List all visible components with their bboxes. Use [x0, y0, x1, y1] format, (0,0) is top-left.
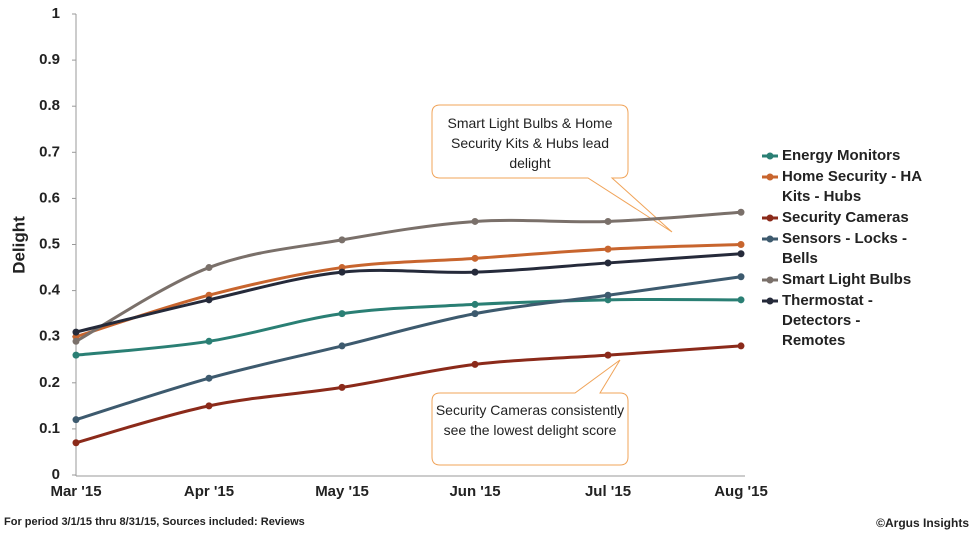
- data-point: [737, 250, 745, 258]
- legend-dot: [766, 276, 774, 284]
- legend-label: Home Security - HA Kits - Hubs: [782, 168, 922, 205]
- legend-item: Security Cameras: [762, 208, 922, 228]
- legend-dot: [766, 214, 774, 222]
- data-point: [604, 259, 612, 267]
- legend-label: Smart Light Bulbs: [782, 271, 912, 288]
- data-point: [471, 268, 479, 276]
- y-tick-label: 0.2: [39, 374, 60, 391]
- data-point: [72, 439, 80, 447]
- callout-box: [431, 104, 673, 233]
- x-tick-label: Mar '15: [50, 483, 101, 500]
- data-point: [72, 328, 80, 336]
- data-point: [737, 296, 745, 304]
- legend-label: Sensors - Locks - Bells: [782, 230, 908, 267]
- legend-label: Energy Monitors: [782, 147, 901, 164]
- data-point: [604, 245, 612, 253]
- data-point: [72, 337, 80, 345]
- data-point: [471, 300, 479, 308]
- y-tick-label: 0.9: [39, 51, 60, 68]
- series-line: [75, 252, 742, 334]
- legend-swatch: [762, 276, 778, 284]
- data-point: [205, 374, 213, 382]
- legend-swatch: [762, 214, 778, 222]
- y-tick-label: 1: [52, 5, 60, 22]
- data-point: [737, 342, 745, 350]
- y-tick-label: 0.8: [39, 97, 60, 114]
- series-line: [75, 275, 742, 422]
- legend-swatch: [762, 152, 778, 160]
- legend: Energy Monitors Home Security - HA Kits -…: [762, 146, 922, 352]
- x-tick-label: Aug '15: [714, 483, 768, 500]
- x-tick-label: Apr '15: [184, 483, 234, 500]
- legend-label: Thermostat - Detectors - Remotes: [782, 292, 873, 349]
- legend-swatch: [762, 297, 778, 305]
- data-point: [72, 416, 80, 424]
- legend-label: Security Cameras: [782, 209, 909, 226]
- data-point: [471, 254, 479, 262]
- y-tick-label: 0.1: [39, 420, 60, 437]
- data-point: [737, 208, 745, 216]
- data-point: [338, 342, 346, 350]
- series-line: [75, 297, 742, 357]
- data-point: [205, 337, 213, 345]
- y-tick-label: 0.6: [39, 189, 60, 206]
- footnote: For period 3/1/15 thru 8/31/15, Sources …: [4, 516, 305, 528]
- credit: ©Argus Insights: [876, 516, 969, 530]
- data-point: [338, 310, 346, 318]
- legend-swatch: [762, 235, 778, 243]
- legend-item: Thermostat - Detectors - Remotes: [762, 291, 922, 351]
- y-tick-label: 0.5: [39, 235, 60, 252]
- data-point: [737, 273, 745, 281]
- y-tick-label: 0.3: [39, 328, 60, 345]
- data-point: [338, 268, 346, 276]
- data-point: [205, 264, 213, 272]
- legend-dot: [766, 173, 774, 181]
- legend-dot: [766, 297, 774, 305]
- data-point: [737, 241, 745, 248]
- series-line: [75, 344, 742, 445]
- data-point: [338, 383, 346, 391]
- data-point: [338, 236, 346, 244]
- y-tick-label: 0.7: [39, 143, 60, 160]
- data-point: [604, 351, 612, 359]
- x-tick-label: Jun '15: [449, 483, 500, 500]
- legend-item: Home Security - HA Kits - Hubs: [762, 167, 922, 207]
- data-point: [205, 402, 213, 410]
- y-tick-label: 0.4: [39, 282, 61, 299]
- data-point: [604, 217, 612, 225]
- callout-text: Security Cameras consistently see the lo…: [435, 402, 625, 438]
- y-axis-title: Delight: [9, 216, 28, 274]
- data-point: [471, 310, 479, 318]
- data-point: [205, 296, 213, 304]
- x-tick-label: May '15: [315, 483, 369, 500]
- legend-dot: [766, 152, 774, 160]
- y-tick-label: 0: [52, 466, 60, 483]
- legend-dot: [766, 235, 774, 243]
- callout-text: Smart Light Bulbs & Home Security Kits &…: [447, 115, 613, 171]
- legend-item: Energy Monitors: [762, 146, 922, 166]
- data-point: [72, 351, 80, 359]
- callout-box: [431, 359, 629, 466]
- legend-item: Sensors - Locks - Bells: [762, 229, 922, 269]
- data-point: [471, 360, 479, 368]
- legend-item: Smart Light Bulbs: [762, 270, 922, 290]
- legend-swatch: [762, 173, 778, 181]
- series-line: [75, 243, 742, 339]
- x-tick-label: Jul '15: [585, 483, 631, 500]
- data-point: [604, 291, 612, 299]
- series-line: [75, 210, 742, 343]
- data-point: [471, 217, 479, 225]
